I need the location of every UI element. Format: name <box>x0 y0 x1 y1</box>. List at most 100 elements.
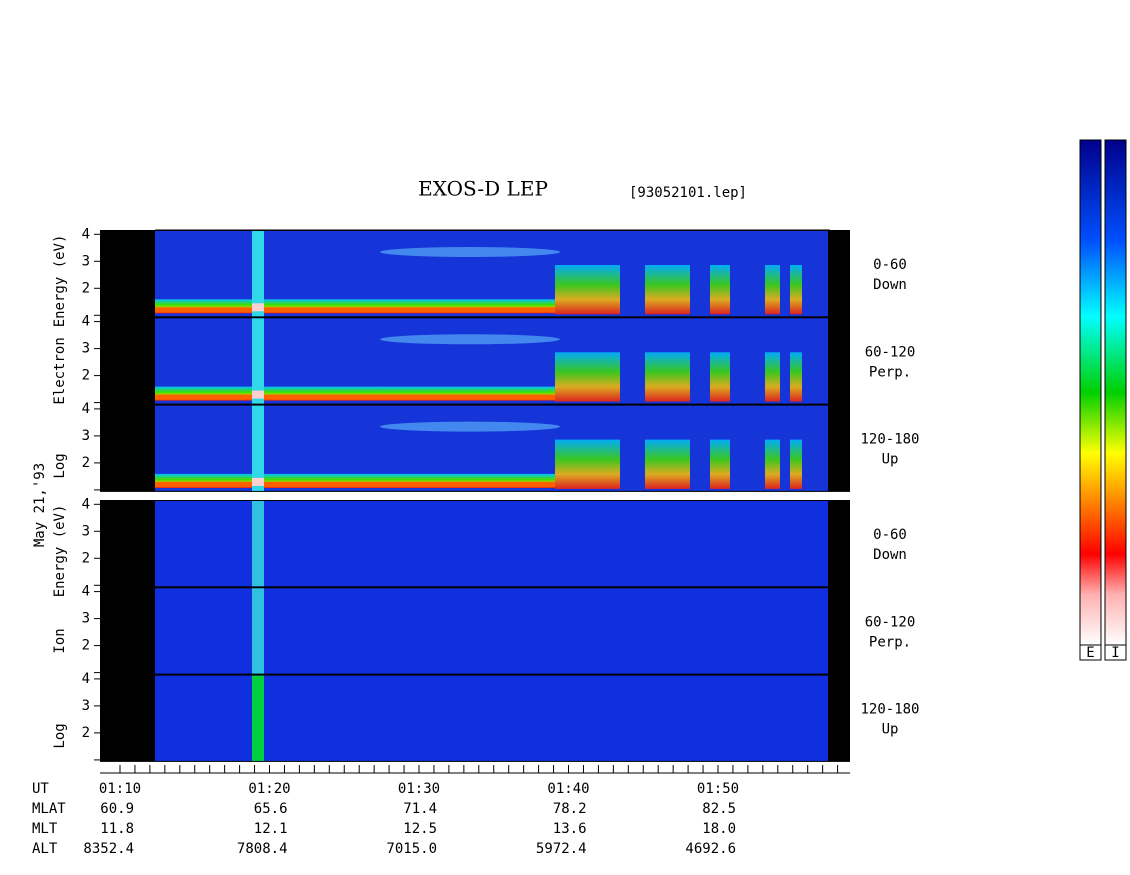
stripe <box>252 675 264 761</box>
panel-gap <box>100 492 850 500</box>
orbit-value: 13.6 <box>553 821 587 837</box>
burst <box>645 439 690 489</box>
x-tick-label: 01:20 <box>248 781 290 797</box>
stripe-hot <box>252 477 264 486</box>
orbit-value: 4692.6 <box>685 841 736 857</box>
stripe <box>252 231 264 317</box>
orbit-value: 82.5 <box>702 801 736 817</box>
burst <box>790 439 802 489</box>
x-tick-label: 01:40 <box>547 781 589 797</box>
y-tick-label: 3 <box>82 428 90 444</box>
y-tick-label: 3 <box>82 698 90 714</box>
glow <box>380 334 560 345</box>
spectrogram <box>155 675 828 761</box>
y-tick-label: 4 <box>82 584 90 600</box>
y-tick-label: 2 <box>82 725 90 741</box>
glow <box>380 421 560 432</box>
pitch-direction: Up <box>882 722 899 738</box>
colorbar <box>1104 139 1127 646</box>
y-tick-label: 4 <box>82 226 90 242</box>
y-tick-label: 4 <box>82 496 90 512</box>
colorbar <box>1079 139 1102 646</box>
pitch-direction: Perp. <box>869 364 911 380</box>
burst <box>710 265 730 315</box>
axis-word: Log <box>52 723 68 748</box>
burst <box>710 352 730 402</box>
stripe <box>252 501 264 587</box>
y-tick-label: 2 <box>82 550 90 566</box>
orbit-value: 71.4 <box>403 801 437 817</box>
burst <box>555 352 620 402</box>
y-tick-label: 2 <box>82 638 90 654</box>
stripe-hot <box>252 303 264 312</box>
burst <box>555 439 620 489</box>
burst <box>645 352 690 402</box>
burst <box>765 352 780 402</box>
orbit-value: 11.8 <box>100 821 134 837</box>
row-label: ALT <box>32 841 58 857</box>
file-name: [93052101.lep] <box>629 185 747 201</box>
burst <box>790 352 802 402</box>
stripe <box>252 318 264 404</box>
axis-word: Ion <box>52 628 68 653</box>
y-tick-label: 3 <box>82 341 90 357</box>
orbit-value: 18.0 <box>702 821 736 837</box>
pitch-direction: Up <box>882 452 899 468</box>
pitch-direction: Perp. <box>869 634 911 650</box>
row-label: MLT <box>32 821 58 837</box>
orbit-value: 12.1 <box>254 821 288 837</box>
glow <box>380 247 560 257</box>
y-tick-label: 3 <box>82 253 90 269</box>
colorbar-label-box <box>1079 644 1102 661</box>
axis-word: Electron <box>52 337 68 404</box>
spectrogram <box>155 588 828 674</box>
low-energy-band-core <box>155 307 555 313</box>
y-tick-label: 2 <box>82 280 90 296</box>
colorbar-label-box <box>1104 644 1127 661</box>
orbit-value: 7808.4 <box>237 841 288 857</box>
stripe <box>252 588 264 674</box>
row-label: MLAT <box>32 801 66 817</box>
y-tick-label: 4 <box>82 314 90 330</box>
stripe-hot <box>252 390 264 399</box>
x-tick-label: 01:30 <box>398 781 440 797</box>
pitch-direction: Down <box>873 277 907 293</box>
y-tick-label: 4 <box>82 401 90 417</box>
axis-word: Energy (eV) <box>52 505 68 598</box>
x-tick-label: 01:10 <box>99 781 141 797</box>
pitch-range: 120-180 <box>860 432 919 448</box>
pitch-direction: Down <box>873 547 907 563</box>
burst <box>555 265 620 315</box>
pitch-range: 120-180 <box>860 702 919 718</box>
low-energy-band-core <box>155 394 555 400</box>
x-tick-label: 01:50 <box>697 781 739 797</box>
burst <box>765 439 780 489</box>
orbit-value: 8352.4 <box>83 841 134 857</box>
burst <box>645 265 690 315</box>
burst <box>765 265 780 315</box>
pitch-range: 0-60 <box>873 257 907 273</box>
orbit-value: 12.5 <box>403 821 437 837</box>
spectrogram <box>155 501 828 587</box>
pitch-range: 60-120 <box>865 344 916 360</box>
y-tick-label: 2 <box>82 368 90 384</box>
burst <box>710 439 730 489</box>
low-energy-band-core <box>155 481 555 487</box>
y-tick-label: 4 <box>82 671 90 687</box>
y-tick-label: 2 <box>82 455 90 471</box>
burst <box>790 265 802 315</box>
orbit-value: 5972.4 <box>536 841 587 857</box>
pitch-range: 0-60 <box>873 527 907 543</box>
orbit-value: 60.9 <box>100 801 134 817</box>
date: May 21,'93 <box>32 463 48 547</box>
orbit-value: 7015.0 <box>386 841 437 857</box>
colorbar-label: E <box>1086 645 1094 661</box>
colorbar-label: I <box>1111 645 1119 661</box>
y-tick-label: 3 <box>82 611 90 627</box>
orbit-value: 78.2 <box>553 801 587 817</box>
stripe <box>252 405 264 491</box>
row-label: UT <box>32 781 49 797</box>
axis-word: Log <box>52 453 68 478</box>
orbit-value: 65.6 <box>254 801 288 817</box>
